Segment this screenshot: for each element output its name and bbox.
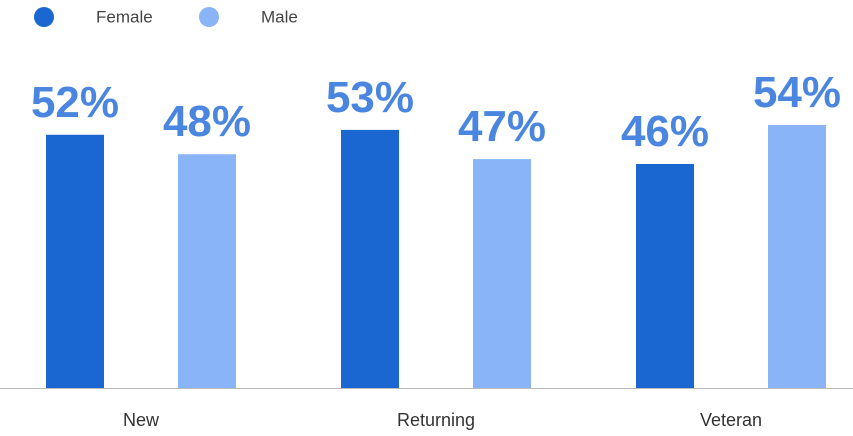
value-label: 53% (326, 73, 414, 122)
value-label: 46% (621, 107, 709, 156)
bar (473, 159, 531, 388)
bar (341, 129, 399, 388)
value-label: 47% (458, 102, 546, 151)
bar (46, 134, 104, 388)
bar (178, 154, 236, 388)
legend-swatch (199, 7, 219, 27)
bar (636, 163, 694, 388)
x-tick-label: Veteran (700, 410, 762, 430)
legend-label: Male (261, 7, 298, 26)
value-label: 52% (31, 78, 119, 127)
x-tick-label: New (123, 410, 160, 430)
value-label: 54% (753, 68, 841, 117)
value-label: 48% (163, 97, 251, 146)
legend-swatch (34, 7, 54, 27)
bar (768, 125, 826, 389)
legend-label: Female (96, 7, 153, 26)
x-tick-label: Returning (397, 410, 475, 430)
